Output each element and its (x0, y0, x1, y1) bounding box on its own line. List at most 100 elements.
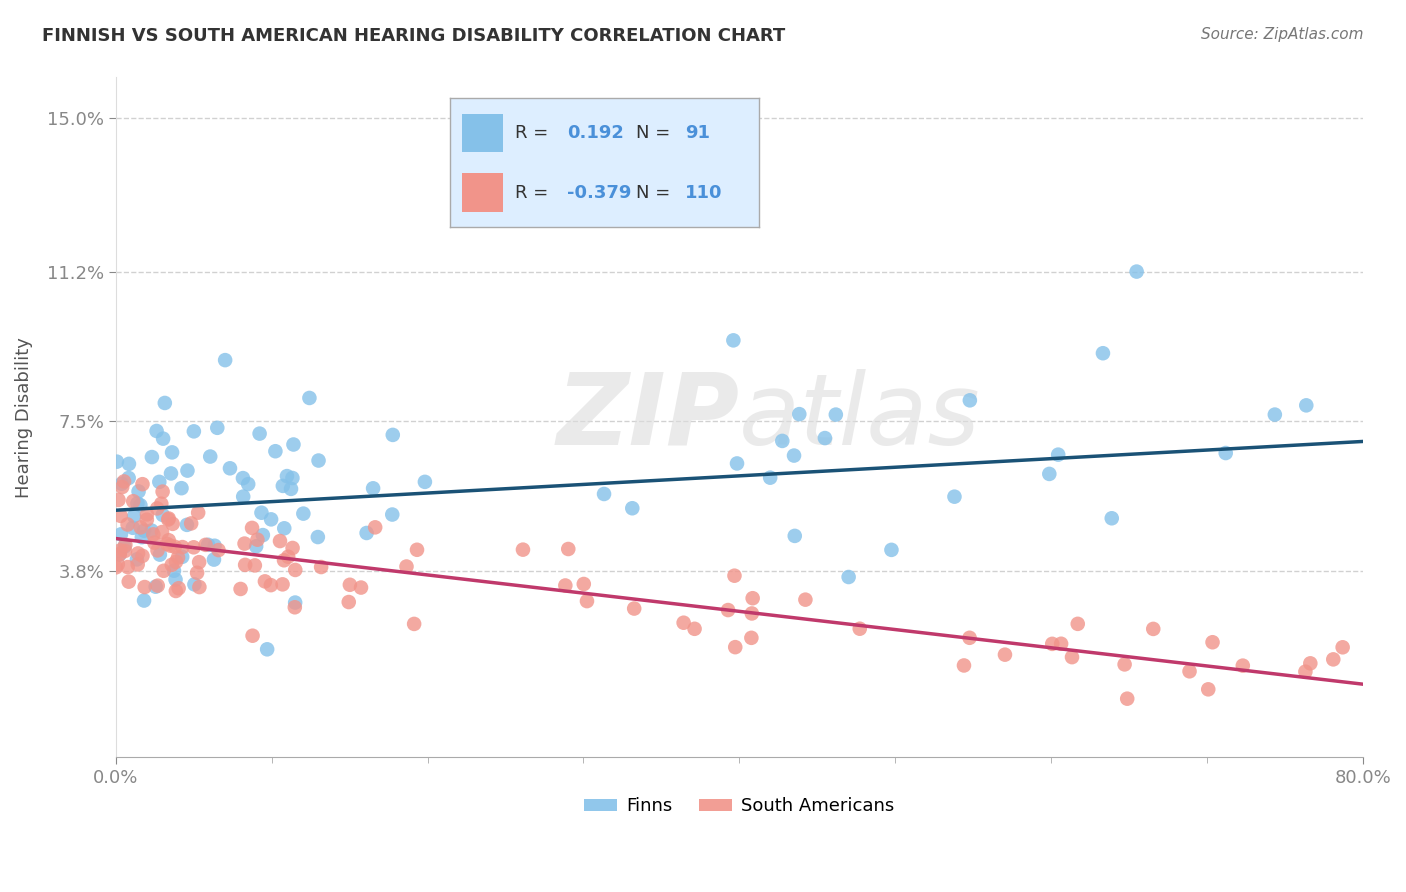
Text: atlas: atlas (740, 368, 981, 466)
Text: R =: R = (515, 184, 554, 202)
Point (148, 475, 170, 489)
Point (243, 558, 266, 573)
Point (107, 558, 129, 572)
Point (725, 457, 748, 471)
Text: R =: R = (515, 124, 554, 142)
Point (1038, 467, 1060, 481)
Point (229, 582, 252, 596)
Point (1047, 448, 1070, 462)
Point (152, 484, 174, 499)
Point (770, 434, 793, 448)
Point (183, 541, 205, 555)
Point (152, 432, 174, 446)
Point (186, 566, 208, 580)
Point (114, 540, 136, 554)
Point (127, 546, 149, 560)
Point (152, 564, 174, 578)
Point (554, 578, 576, 592)
Point (1050, 637, 1073, 651)
Point (740, 631, 762, 645)
Point (219, 461, 242, 475)
Point (273, 521, 295, 535)
Point (183, 577, 205, 591)
Point (413, 475, 436, 489)
Point (122, 509, 145, 524)
Point (180, 516, 202, 531)
Point (172, 549, 194, 564)
Point (280, 482, 302, 496)
Point (683, 622, 706, 636)
Point (284, 596, 307, 610)
Point (723, 334, 745, 348)
Point (246, 533, 269, 547)
Point (783, 449, 806, 463)
Point (281, 471, 304, 485)
Point (672, 615, 695, 630)
Point (395, 559, 418, 574)
Point (105, 560, 128, 574)
Point (1178, 665, 1201, 679)
Text: N =: N = (636, 184, 675, 202)
Point (127, 496, 149, 510)
Point (142, 527, 165, 541)
Text: 110: 110 (685, 184, 723, 202)
Point (117, 560, 139, 574)
Point (200, 450, 222, 464)
Text: ZIP: ZIP (557, 368, 740, 466)
Point (176, 464, 198, 478)
Point (160, 467, 183, 481)
Point (167, 581, 190, 595)
Point (953, 658, 976, 673)
Point (512, 542, 534, 557)
Point (128, 484, 150, 499)
Point (406, 542, 429, 557)
Point (994, 648, 1017, 662)
Point (238, 477, 260, 491)
Point (1142, 622, 1164, 636)
Point (111, 476, 134, 491)
Point (787, 407, 810, 421)
Point (194, 538, 217, 552)
Point (107, 492, 129, 507)
Point (557, 541, 579, 556)
Point (202, 552, 225, 566)
Point (207, 543, 229, 558)
Point (1101, 511, 1123, 525)
Point (724, 640, 747, 655)
Point (233, 558, 256, 572)
Point (253, 574, 276, 589)
Point (337, 595, 360, 609)
Point (127, 558, 149, 572)
Point (276, 469, 298, 483)
Point (145, 580, 167, 594)
Point (112, 475, 135, 489)
Point (163, 564, 186, 578)
Point (163, 540, 186, 554)
Point (118, 457, 141, 471)
Point (114, 538, 136, 552)
Point (150, 524, 173, 539)
Point (260, 578, 283, 592)
Text: -0.379: -0.379 (568, 184, 631, 202)
Point (814, 431, 837, 445)
Y-axis label: Hearing Disability: Hearing Disability (15, 337, 32, 498)
Point (308, 453, 330, 467)
Bar (463, 173, 502, 212)
Point (157, 511, 180, 525)
Point (284, 563, 307, 577)
Point (252, 528, 274, 542)
Point (381, 428, 404, 442)
Point (250, 506, 273, 520)
Point (723, 568, 745, 582)
Point (108, 548, 131, 562)
Point (271, 577, 294, 591)
Point (307, 530, 329, 544)
Point (1295, 398, 1317, 412)
Point (187, 506, 209, 520)
Point (108, 547, 131, 561)
Point (1197, 682, 1219, 697)
Point (759, 471, 782, 485)
Point (132, 524, 155, 538)
Point (134, 580, 156, 594)
Point (156, 537, 179, 551)
